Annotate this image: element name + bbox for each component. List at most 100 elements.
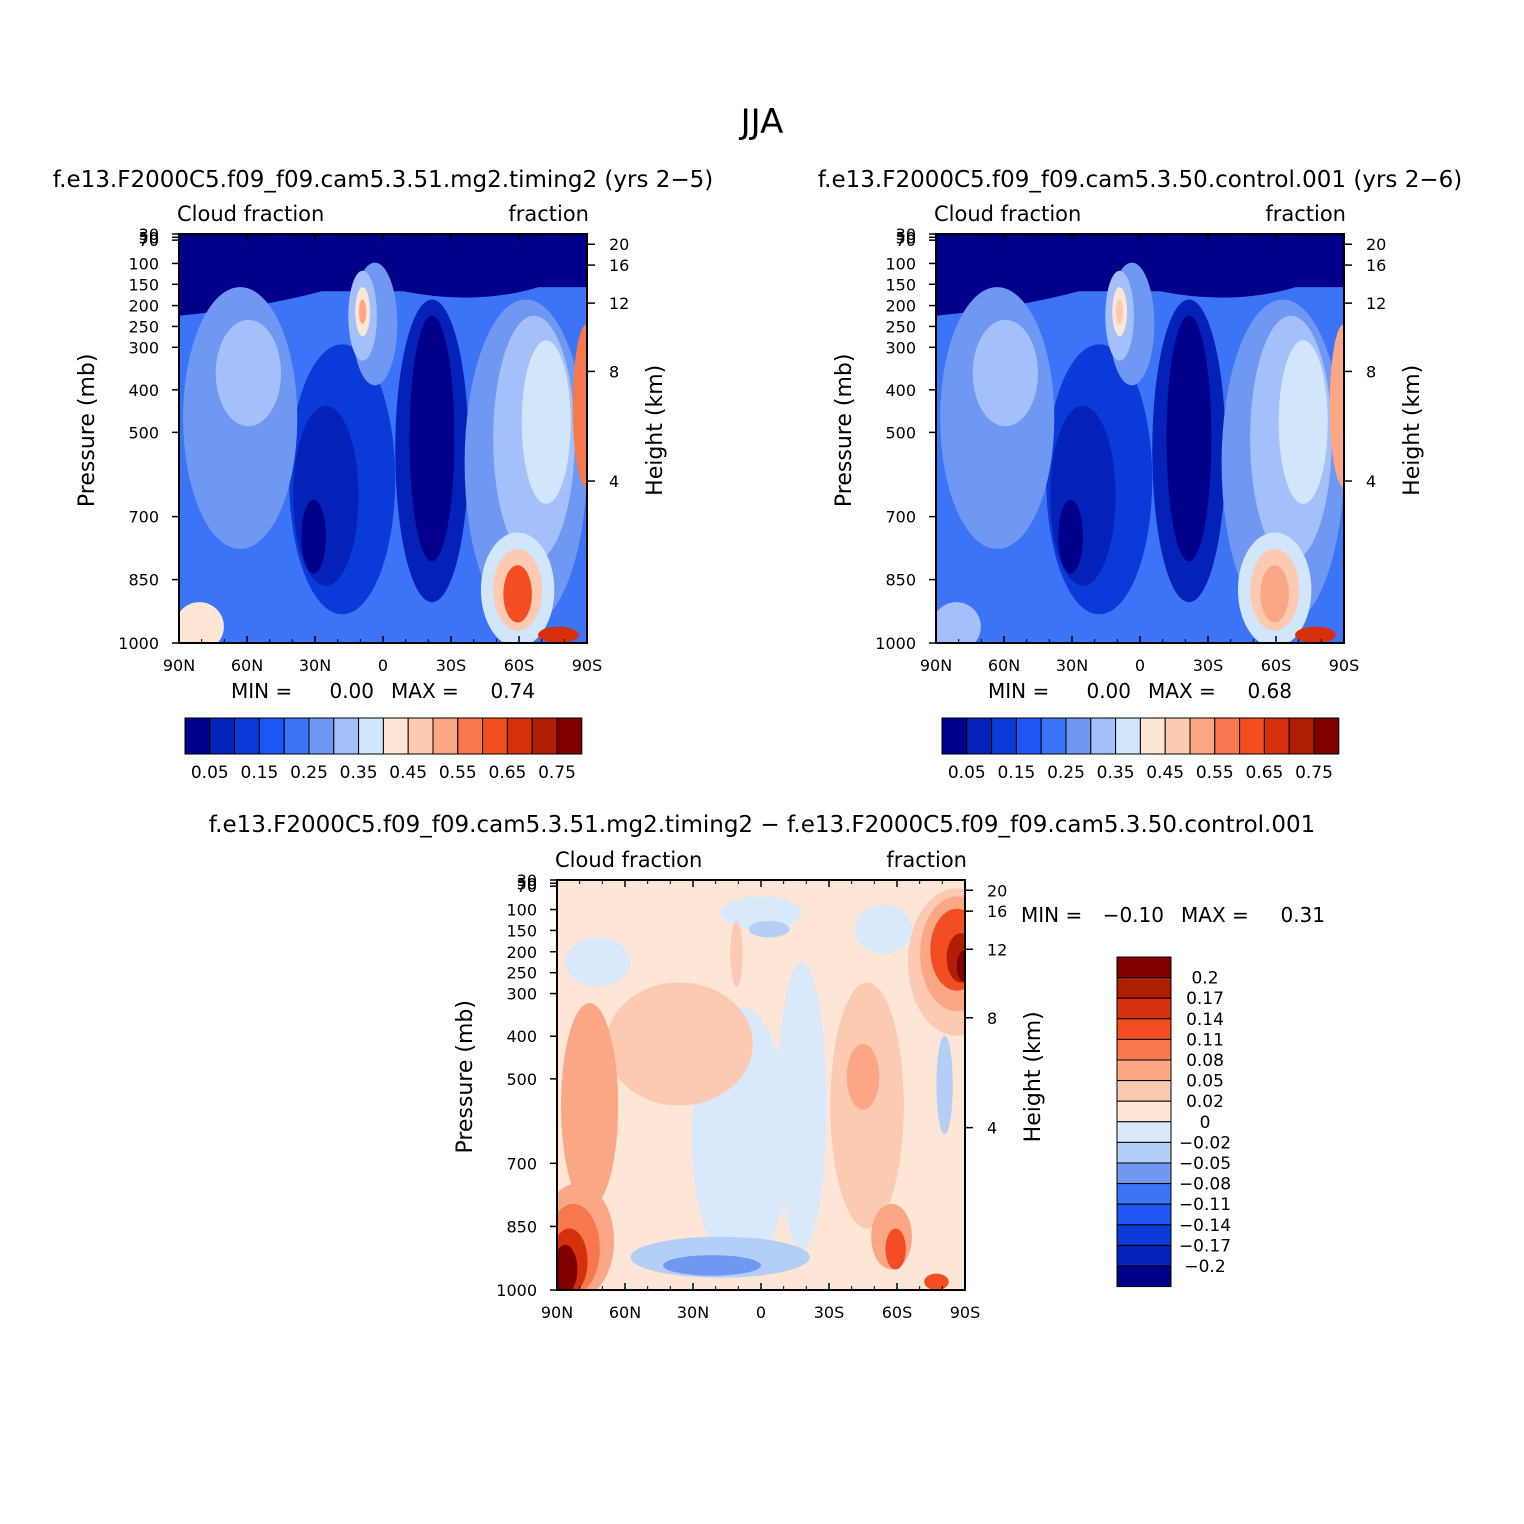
colorbar-box xyxy=(1116,1265,1172,1288)
y-tick-label: 150 xyxy=(885,275,916,294)
y-tick-label: 70 xyxy=(139,231,159,250)
max-value: 0.68 xyxy=(1247,679,1292,703)
colorbar-box xyxy=(1189,717,1216,755)
colorbar-box xyxy=(1116,1162,1172,1185)
x-tick-label: 0 xyxy=(756,1303,766,1322)
y-axis-label: Pressure (mb) xyxy=(75,354,100,508)
colorbar-label: 0.11 xyxy=(1186,1030,1224,1050)
colorbar-box xyxy=(1313,717,1340,755)
colorbar-box xyxy=(506,717,533,755)
panel-title: f.e13.F2000C5.f09_f09.cam5.3.50.control.… xyxy=(818,167,1462,193)
y-right-tick-label: 20 xyxy=(1366,235,1386,254)
x-tick-label: 30S xyxy=(814,1303,845,1322)
colorbar-box xyxy=(407,717,434,755)
contour-field xyxy=(557,880,965,1290)
y-tick-label: 300 xyxy=(506,985,537,1004)
colorbar-label: 0 xyxy=(1200,1113,1211,1133)
x-tick-label: 30N xyxy=(299,656,331,675)
y-right-tick-label: 12 xyxy=(987,940,1007,959)
y-right-axis-label: Height (km) xyxy=(1021,1011,1046,1142)
contour-region xyxy=(777,962,827,1249)
min-label: MIN = xyxy=(988,679,1049,703)
max-label: MAX = xyxy=(1181,903,1249,927)
colorbar-label: −0.2 xyxy=(1184,1257,1225,1277)
y-tick-label: 250 xyxy=(128,317,159,336)
x-tick-label: 90S xyxy=(572,656,603,675)
colorbar-label: 0.25 xyxy=(1047,763,1085,783)
x-tick-label: 90S xyxy=(950,1303,981,1322)
colorbar-label: −0.17 xyxy=(1179,1236,1231,1256)
y-right-tick-label: 4 xyxy=(1366,472,1376,491)
colorbar-label: 0.65 xyxy=(488,763,526,783)
colorbar-box xyxy=(1116,1100,1172,1123)
y-tick-label: 300 xyxy=(885,338,916,357)
min-value: 0.00 xyxy=(1086,679,1131,703)
y-tick-label: 700 xyxy=(128,508,159,527)
y-tick-label: 50 xyxy=(139,228,159,247)
x-tick-label: 90N xyxy=(541,1303,573,1322)
y-right-tick-label: 8 xyxy=(987,1009,997,1028)
colorbar-box xyxy=(1090,717,1117,755)
contour-region xyxy=(1329,324,1344,488)
contour-region xyxy=(972,319,1038,427)
max-label: MAX = xyxy=(391,679,459,703)
right-string: fraction xyxy=(508,202,589,226)
colorbar-box xyxy=(991,717,1017,755)
x-tick-label: 60N xyxy=(231,656,263,675)
colorbar-box xyxy=(358,717,384,755)
x-tick-label: 60N xyxy=(988,656,1020,675)
colorbar-label: 0.75 xyxy=(1295,763,1333,783)
y-right-tick-label: 12 xyxy=(609,294,629,313)
y-right-tick-label: 16 xyxy=(609,256,629,275)
colorbar-box xyxy=(1116,997,1172,1020)
y-tick-label: 150 xyxy=(128,275,159,294)
min-label: MIN = xyxy=(1021,903,1082,927)
colorbar-box xyxy=(1139,717,1166,755)
y-tick-label: 400 xyxy=(128,381,159,400)
contour-region xyxy=(521,340,571,504)
panel-3: f.e13.F2000C5.f09_f09.cam5.3.51.mg2.timi… xyxy=(209,812,1325,1322)
colorbar-label: 0.17 xyxy=(1186,989,1224,1009)
y-tick-label: 70 xyxy=(896,231,916,250)
y-tick-label: 150 xyxy=(506,921,537,940)
colorbar-box xyxy=(258,717,285,755)
y-tick-label: 30 xyxy=(139,225,159,244)
y-right-axis-label: Height (km) xyxy=(643,365,668,496)
y-right-tick-label: 8 xyxy=(1366,362,1376,381)
min-value: 0.00 xyxy=(329,679,374,703)
colorbar-box xyxy=(1116,1080,1172,1102)
contour-field xyxy=(936,234,1344,643)
y-tick-label: 100 xyxy=(128,254,159,273)
panel-1: f.e13.F2000C5.f09_f09.cam5.3.51.mg2.timi… xyxy=(53,167,714,783)
colorbar-box xyxy=(966,717,993,755)
panel-title: f.e13.F2000C5.f09_f09.cam5.3.51.mg2.timi… xyxy=(53,167,714,193)
x-tick-label: 60N xyxy=(609,1303,641,1322)
y-tick-label: 700 xyxy=(885,508,916,527)
colorbar-box xyxy=(457,717,484,755)
contour-region xyxy=(1050,405,1116,586)
y-tick-label: 500 xyxy=(885,423,916,442)
y-tick-label: 500 xyxy=(128,423,159,442)
y-tick-label: 50 xyxy=(517,874,537,893)
colorbar-box xyxy=(308,717,335,755)
colorbar-box xyxy=(1116,977,1172,999)
x-tick-label: 0 xyxy=(1135,656,1145,675)
contour-region xyxy=(936,602,981,643)
colorbar-label: 0.05 xyxy=(191,763,229,783)
contour-region xyxy=(1278,340,1328,504)
contour-region xyxy=(846,1044,880,1110)
contour-region xyxy=(503,565,532,623)
colorbar-box xyxy=(1214,717,1241,755)
y-tick-label: 70 xyxy=(517,877,537,896)
colorbar-box xyxy=(1116,956,1172,979)
colorbar-box xyxy=(1116,1059,1172,1082)
contour-region xyxy=(924,1273,949,1290)
colorbar-box xyxy=(1263,717,1290,755)
colorbar-label: −0.08 xyxy=(1179,1175,1231,1195)
x-tick-label: 30N xyxy=(677,1303,709,1322)
left-string: Cloud fraction xyxy=(934,202,1081,226)
y-tick-label: 850 xyxy=(128,571,159,590)
x-tick-label: 30N xyxy=(1056,656,1088,675)
contour-region xyxy=(748,921,790,938)
